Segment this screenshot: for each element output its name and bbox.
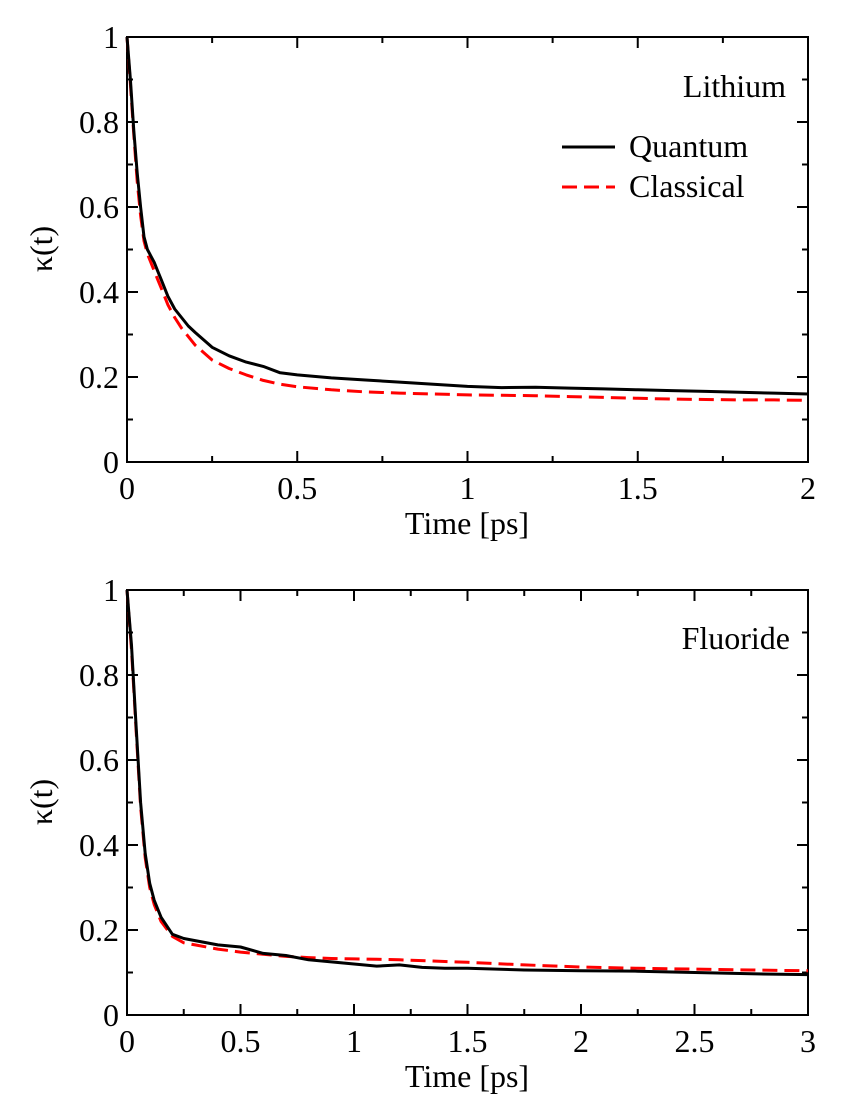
lithium-x-tick-label: 0.5 — [277, 470, 317, 506]
fluoride-y-tick-label: 0.2 — [79, 912, 119, 948]
lithium-y-tick-label: 0.4 — [79, 274, 119, 310]
fluoride-x-tick-label: 0.5 — [221, 1023, 261, 1059]
fluoride-y-tick-label: 1 — [103, 572, 119, 608]
fluoride-y-tick-label: 0.6 — [79, 742, 119, 778]
fluoride-panel-label: Fluoride — [682, 620, 790, 656]
lithium-tick-labels: 0 0.5 1 1.5 2 0 0.2 0.4 0.6 0.8 1 — [79, 19, 816, 506]
lithium-series-group — [125, 36, 809, 402]
lithium-panel: 0 0.5 1 1.5 2 0 0.2 0.4 0.6 0.8 1 Lithium Quantum … — [23, 19, 816, 541]
fluoride-x-tick-label: 2 — [573, 1023, 589, 1059]
lithium-x-tick-label: 0 — [119, 470, 135, 506]
lithium-x-tick-label: 1.5 — [618, 470, 658, 506]
fluoride-x-tick-label: 3 — [800, 1023, 816, 1059]
lithium-y-tick-label: 0.2 — [79, 359, 119, 395]
legend-quantum-label: Quantum — [629, 128, 748, 164]
lithium-y-tick-label: 0.6 — [79, 189, 119, 225]
legend-classical-label: Classical — [629, 168, 745, 204]
fluoride-x-axis-label: Time [ps] — [405, 1058, 529, 1094]
lithium-quantum-line — [125, 36, 809, 396]
fluoride-y-tick-label: 0.8 — [79, 657, 119, 693]
fluoride-x-tick-label: 1 — [346, 1023, 362, 1059]
fluoride-tick-labels: 0 0.5 1 1.5 2 2.5 3 0 0.2 0.4 0.6 0.8 1 — [79, 572, 816, 1059]
fluoride-quantum-line — [125, 589, 809, 977]
lithium-x-tick-label: 2 — [800, 470, 816, 506]
lithium-y-axis-label: κ(t) — [23, 226, 59, 272]
fluoride-x-tick-label: 1.5 — [448, 1023, 488, 1059]
fluoride-y-tick-label: 0.4 — [79, 827, 119, 863]
lithium-panel-label: Lithium — [683, 68, 786, 104]
fluoride-series-group — [125, 589, 809, 977]
lithium-classical-line — [125, 36, 809, 402]
lithium-y-tick-label: 0 — [103, 444, 119, 480]
lithium-x-tick-label: 1 — [460, 470, 476, 506]
fluoride-y-tick-label: 0 — [103, 997, 119, 1033]
lithium-y-tick-label: 1 — [103, 19, 119, 55]
fluoride-x-tick-label: 2.5 — [675, 1023, 715, 1059]
fluoride-x-tick-label: 0 — [119, 1023, 135, 1059]
lithium-y-tick-label: 0.8 — [79, 104, 119, 140]
fluoride-y-axis-label: κ(t) — [23, 779, 59, 825]
lithium-x-axis-label: Time [ps] — [405, 505, 529, 541]
legend: Quantum Classical — [562, 128, 748, 204]
fluoride-panel: 0 0.5 1 1.5 2 2.5 3 0 0.2 0.4 0.6 0.8 1 Fluoride Tim… — [23, 572, 816, 1094]
